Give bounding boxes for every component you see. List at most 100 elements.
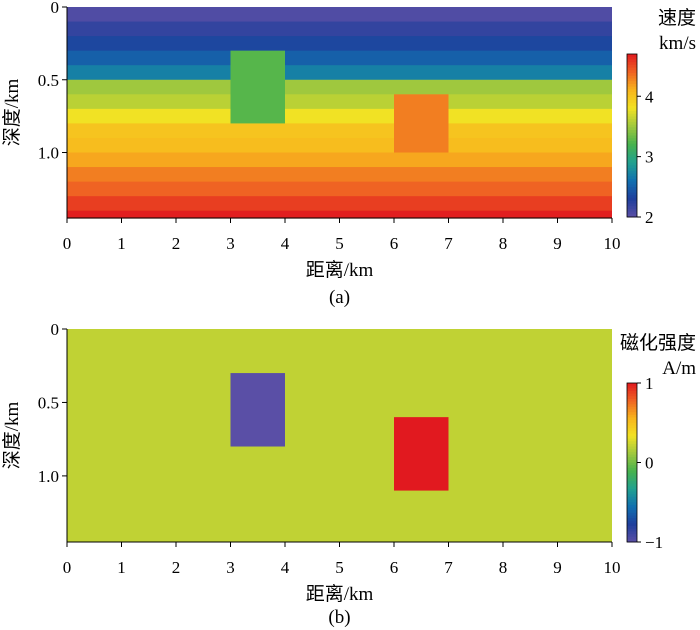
colorbar-swatch <box>627 528 637 532</box>
colorbar-swatch <box>627 168 637 172</box>
colorbar-swatch <box>627 536 637 540</box>
y-tick-label: 0.5 <box>38 393 59 412</box>
colorbar-swatch <box>627 523 637 527</box>
colorbar-swatch <box>627 515 637 519</box>
colorbar-swatch <box>627 127 637 131</box>
colorbar-swatch <box>627 105 637 109</box>
colorbar-swatch <box>627 184 637 188</box>
colorbar-swatch <box>627 430 637 434</box>
colorbar-swatch <box>627 404 637 408</box>
x-tick-label: 9 <box>553 234 562 253</box>
colorbar-swatch <box>627 170 637 175</box>
colorbar-swatch <box>627 151 637 156</box>
colorbar-swatch <box>627 206 637 210</box>
colorbar-swatch <box>627 165 637 169</box>
colorbar-frame <box>626 53 638 218</box>
y-tick-label: 1.0 <box>38 144 59 163</box>
colorbar-swatch <box>627 478 637 482</box>
colorbar-swatch <box>627 78 637 82</box>
anomaly-block-0 <box>230 373 285 447</box>
x-tick-label: 7 <box>444 234 453 253</box>
colorbar-swatch <box>627 388 637 392</box>
anomaly-block-1 <box>394 417 449 491</box>
x-axis-label: 距离/km <box>306 583 374 605</box>
x-tick-label: 5 <box>335 234 344 253</box>
colorbar-swatch <box>627 459 637 463</box>
colorbar-swatch <box>627 157 637 161</box>
x-axis-label: 距离/km <box>306 259 374 281</box>
colorbar-swatch <box>627 135 637 139</box>
colorbar-swatch <box>627 457 637 461</box>
colorbar-swatch <box>627 192 637 196</box>
colorbar-swatch <box>627 409 637 413</box>
colorbar-swatch <box>627 211 637 215</box>
colorbar-swatch <box>627 94 637 98</box>
colorbar-swatch <box>627 383 637 387</box>
colorbar-swatch <box>627 526 637 530</box>
colorbar-swatch <box>627 406 637 410</box>
colorbar-swatch <box>627 491 637 495</box>
colorbar-swatch <box>627 70 637 74</box>
velocity-layer-14 <box>67 210 612 219</box>
colorbar-swatch <box>627 64 637 69</box>
anomaly-block-0 <box>230 50 285 124</box>
colorbar-swatch <box>627 510 637 514</box>
velocity-layer-7 <box>67 108 612 125</box>
colorbar-title-line: 磁化强度 <box>620 332 696 354</box>
x-tick-label: 5 <box>335 558 344 577</box>
x-tick-label: 6 <box>390 558 399 577</box>
colorbar-title-line: km/s <box>659 33 696 54</box>
colorbar-swatch <box>627 149 637 153</box>
y-tick-label: 1.0 <box>38 467 59 486</box>
colorbar-swatch <box>627 417 637 421</box>
colorbar-swatch <box>627 443 637 448</box>
colorbar-swatch <box>627 189 637 194</box>
colorbar: 1 0 −1 磁化强度 A/m <box>620 332 696 552</box>
colorbar-tick-label: 1 <box>645 374 654 393</box>
colorbar-swatch <box>627 481 637 485</box>
velocity-layer-4 <box>67 65 612 81</box>
velocity-layer-5 <box>67 79 612 95</box>
x-tick-label: 9 <box>553 558 562 577</box>
colorbar-swatch <box>627 520 637 524</box>
colorbar-swatch <box>627 451 637 456</box>
y-tick-label: 0 <box>51 320 60 339</box>
velocity-layer-12 <box>67 181 612 197</box>
velocity-layer-1 <box>67 21 612 37</box>
colorbar-swatch <box>627 132 637 136</box>
panel-caption: (b) <box>328 607 350 628</box>
colorbar-swatch <box>627 121 637 126</box>
colorbar-title-line: 速度 <box>658 7 696 29</box>
x-tick-label: 0 <box>63 558 72 577</box>
x-tick-label: 10 <box>604 558 621 577</box>
colorbar-swatch <box>627 143 637 147</box>
colorbar-swatch <box>627 486 637 490</box>
colorbar-tick-label: 0 <box>645 454 654 473</box>
velocity-layer-10 <box>67 152 612 168</box>
colorbar-swatch <box>627 116 637 120</box>
colorbar-swatch <box>627 428 637 432</box>
colorbar-swatch <box>627 422 637 426</box>
colorbar-swatch <box>627 441 637 445</box>
x-tick-label: 0 <box>63 234 72 253</box>
colorbar-swatch <box>627 454 637 458</box>
velocity-layer-13 <box>67 196 612 212</box>
colorbar-swatch <box>627 425 637 429</box>
x-tick-label: 8 <box>499 558 508 577</box>
colorbar-swatch <box>627 83 637 88</box>
colorbar-swatch <box>627 200 637 204</box>
colorbar-swatch <box>627 208 637 213</box>
velocity-layer-9 <box>67 137 612 154</box>
velocity-layer-8 <box>67 123 612 139</box>
colorbar-swatch <box>627 62 637 66</box>
colorbar-swatch <box>627 187 637 191</box>
colorbar: 2 3 4 速度 km/s <box>626 7 696 227</box>
colorbar-swatch <box>627 414 637 418</box>
colorbar-swatch <box>627 393 637 397</box>
colorbar-swatch <box>627 102 637 107</box>
colorbar-swatch <box>627 433 637 437</box>
colorbar-swatch <box>627 483 637 487</box>
colorbar-tick-label: 3 <box>645 148 654 167</box>
x-tick-label: 1 <box>117 234 126 253</box>
colorbar-swatch <box>627 499 637 503</box>
